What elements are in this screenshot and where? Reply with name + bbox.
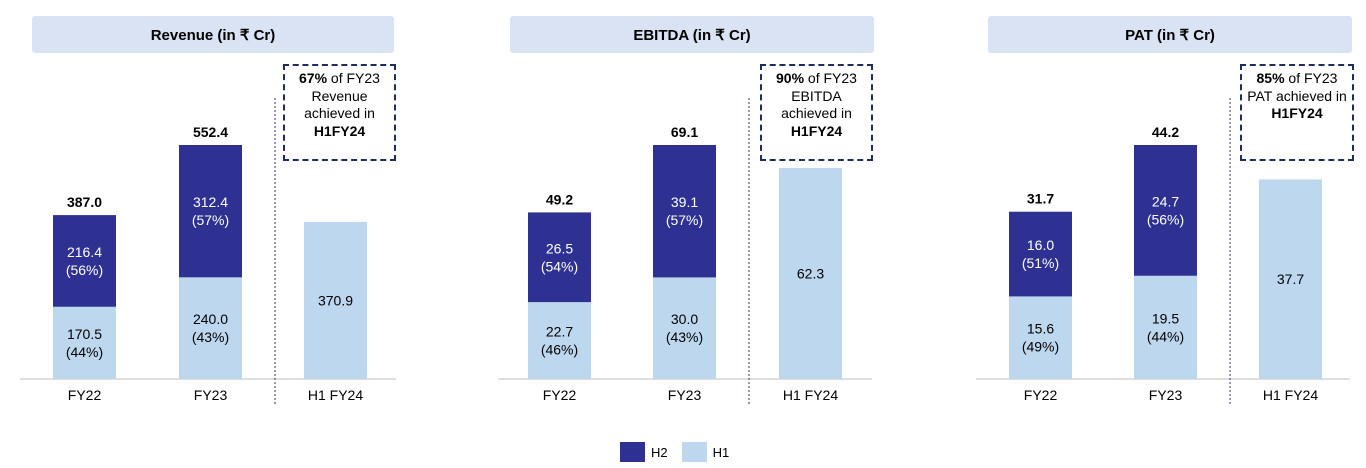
chart-title-1: Revenue (in ₹ Cr) [32, 16, 394, 53]
callout-percent: 85% [1256, 70, 1285, 86]
legend-item-h2: H2 [620, 442, 668, 462]
bar-h2-fy23 [1134, 145, 1197, 276]
legend-swatch-h2 [620, 442, 645, 462]
legend-swatch-h1 [681, 442, 707, 462]
data-label-h1-fy22: 22.7 (46%) [541, 324, 578, 358]
chart-title-2: EBITDA (in ₹ Cr) [510, 16, 874, 53]
x-tick-label: H1 FY24 [308, 387, 363, 403]
callout-percent: 67% [299, 70, 328, 86]
total-label-fy22: 49.2 [546, 191, 573, 207]
callout-box-1: 67% of FY23 Revenue achieved in H1FY24 [283, 64, 396, 161]
data-label-h1-fy23: 30.0 (43%) [666, 311, 703, 345]
callout-text: of FY23 PAT achieved in [1247, 70, 1347, 104]
x-tick-label: FY22 [543, 387, 577, 403]
total-label-fy23: 69.1 [671, 124, 698, 140]
data-label-h1-h1-fy24: 62.3 [797, 266, 824, 282]
bar-h1-h1-fy24 [779, 168, 842, 379]
callout-box-2: 90% of FY23 EBITDA achieved in H1FY24 [760, 64, 873, 161]
data-label-h1-h1-fy24: 370.9 [318, 292, 353, 308]
data-label-h1-fy22: 170.5 (44%) [66, 326, 103, 360]
data-label-h2-fy23: 24.7 (56%) [1147, 193, 1184, 227]
bar-h2-fy23 [653, 145, 716, 278]
data-label-h2-fy23: 312.4 (57%) [192, 194, 229, 228]
data-label-h1-fy23: 240.0 (43%) [192, 311, 229, 345]
bar-h1-fy22 [528, 302, 591, 379]
data-label-h2-fy22: 16.0 (51%) [1022, 237, 1059, 271]
callout-text: of FY23 Revenue achieved in [304, 70, 380, 121]
x-tick-label: FY23 [668, 387, 702, 403]
callout-period: H1FY24 [790, 122, 843, 139]
legend-label-h2: H2 [651, 444, 668, 460]
legend-label-h1: H1 [712, 444, 730, 460]
data-label-h1-h1-fy24: 37.7 [1277, 271, 1304, 287]
bar-h1-h1-fy24 [304, 221, 367, 379]
x-tick-label: H1 FY24 [1263, 387, 1318, 403]
bar-h1-fy23 [179, 277, 242, 379]
legend-item-h1: H1 [681, 442, 730, 462]
chart-title-3: PAT (in ₹ Cr) [988, 16, 1352, 53]
callout-percent: 90% [776, 70, 805, 86]
bar-h2-fy22 [53, 215, 116, 307]
x-tick-label: FY23 [1149, 387, 1183, 403]
total-label-fy22: 387.0 [67, 194, 102, 210]
data-label-h2-fy23: 39.1 (57%) [666, 194, 703, 228]
bar-h1-fy22 [1009, 296, 1072, 379]
x-tick-label: FY22 [68, 387, 102, 403]
legend: H2 H1 [620, 442, 743, 462]
total-label-fy22: 31.7 [1027, 191, 1054, 207]
total-label-fy23: 44.2 [1152, 124, 1179, 140]
bar-h1-h1-fy24 [1259, 179, 1322, 379]
bar-h2-fy22 [528, 212, 591, 303]
data-label-h1-fy23: 19.5 (44%) [1147, 310, 1184, 344]
callout-period: H1FY24 [313, 122, 366, 139]
bar-h2-fy23 [179, 145, 242, 278]
x-tick-label: FY23 [194, 387, 228, 403]
total-label-fy23: 552.4 [193, 124, 228, 140]
callout-text: of FY23 EBITDA achieved in [781, 70, 857, 121]
bar-h1-fy23 [653, 277, 716, 379]
callout-period: H1FY24 [1271, 105, 1323, 121]
x-tick-label: H1 FY24 [783, 387, 838, 403]
x-tick-label: FY22 [1024, 387, 1058, 403]
callout-box-3: 85% of FY23 PAT achieved in H1FY24 [1240, 64, 1354, 161]
data-label-h2-fy22: 26.5 (54%) [541, 240, 578, 274]
data-label-h2-fy22: 216.4 (56%) [66, 244, 103, 278]
bar-h1-fy22 [53, 306, 116, 379]
data-label-h1-fy22: 15.6 (49%) [1022, 321, 1059, 355]
bar-h2-fy22 [1009, 211, 1072, 297]
bar-h1-fy23 [1134, 275, 1197, 379]
